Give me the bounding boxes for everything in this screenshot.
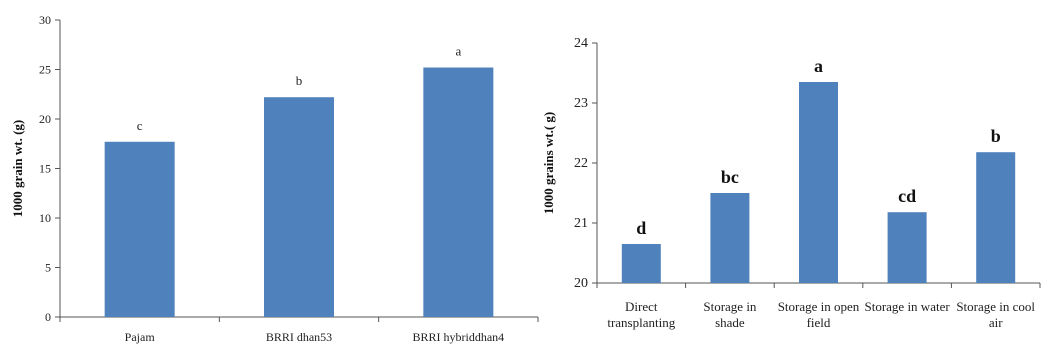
y-tick-label: 22 [574,156,588,171]
bar-3 [423,67,494,318]
y-tick-label: 21 [574,216,588,231]
data-label-3: a [455,44,461,59]
data-label-2: b [296,73,303,88]
y-tick-label: 15 [39,162,51,176]
data-label-1: d [636,218,646,238]
bar-2 [264,97,334,317]
y-tick-label: 24 [574,36,588,51]
y-tick-label: 5 [45,261,51,275]
chart-left-grain-weight-by-variety: 0 5 10 15 20 25 30 1000 grain wt. (g) c Pajam b BRR… [10,13,539,344]
data-label-4: cd [898,186,916,206]
bar-4 [887,212,927,283]
bar-5 [976,152,1016,283]
y-tick-label: 25 [39,63,51,77]
y-tick-label: 20 [574,276,588,291]
chart-right-grain-weight-by-storage: 20 21 22 23 24 1000 grains wt.( g) d Direct tran… [541,36,1041,330]
x-category-label-2: Storage in shade [703,299,757,330]
y-tick-label: 20 [39,112,51,126]
x-category-label-1: Pajam [125,330,156,344]
bar-1 [621,244,661,283]
x-category-label-4: Storage in water [864,299,950,314]
y-tick-label: 10 [39,211,51,225]
bar-2 [710,193,750,283]
y-axis-label: 1000 grains wt.( g) [541,112,556,215]
data-label-2: bc [721,167,739,187]
x-category-label-1: Direct transplanting [607,299,675,330]
y-tick-label: 0 [45,310,51,324]
bar-3 [799,82,838,283]
x-category-label-3: BRRI hybriddhan4 [412,330,504,344]
y-tick-label: 30 [39,13,51,27]
data-label-1: c [137,118,143,133]
y-axis-label: 1000 grain wt. (g) [10,120,25,218]
x-category-label-5: Storage in cool air [956,299,1035,330]
data-label-5: b [991,126,1001,146]
data-label-3: a [814,56,823,76]
y-tick-label: 23 [574,96,588,111]
x-category-label-3: Storage in open field [778,299,860,330]
bar-1 [104,141,175,317]
x-category-label-2: BRRI dhan53 [266,330,332,344]
